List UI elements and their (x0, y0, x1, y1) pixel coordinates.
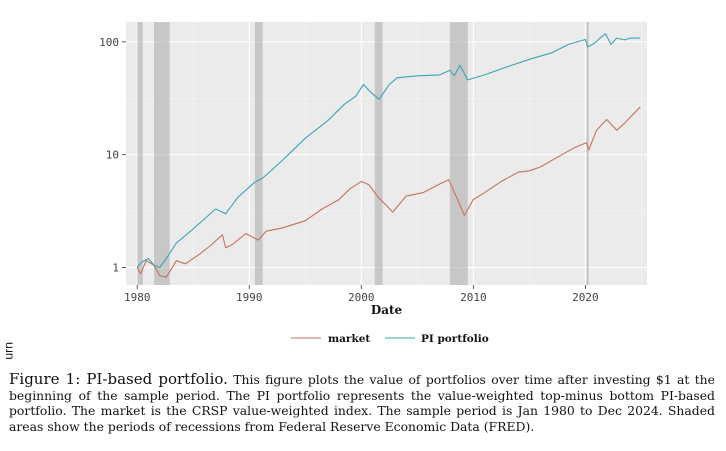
recession-band (254, 22, 263, 285)
legend-label: PI portfolio (421, 333, 489, 345)
x-tick-label: 1990 (236, 291, 263, 304)
x-tick-label: 1980 (124, 291, 151, 304)
plot-panel (126, 22, 647, 285)
x-tick-label: 2020 (572, 291, 599, 304)
recession-band (137, 22, 143, 285)
figure-caption: Figure 1: PI-based portfolio. This figur… (9, 370, 715, 434)
legend-label: market (328, 333, 370, 345)
chart: 1 10 100 1980 1990 2000 2010 2020 Date Cumulative… (2, 22, 647, 360)
y-tick-label: 100 (99, 36, 119, 49)
y-tick-label: 10 (106, 149, 119, 162)
caption-lead: Figure 1: PI-based portfolio. (9, 370, 228, 388)
y-tick-label: 1 (112, 262, 119, 275)
chart-svg: 1 10 100 1980 1990 2000 2010 2020 Date Cumulative… (2, 22, 647, 360)
series-line-pi-portfolio (136, 33, 641, 269)
x-tick-label: 2010 (460, 291, 487, 304)
x-axis-title: Date (371, 303, 403, 317)
series-line-market (136, 106, 641, 278)
x-tick-label: 2000 (348, 291, 375, 304)
recession-band (154, 22, 170, 285)
y-axis-title: Cumulative return (2, 342, 16, 360)
recession-band (374, 22, 383, 285)
caption-body: This figure plots the value of portfolio… (9, 372, 715, 434)
recession-band (449, 22, 468, 285)
recession-band (586, 22, 589, 285)
